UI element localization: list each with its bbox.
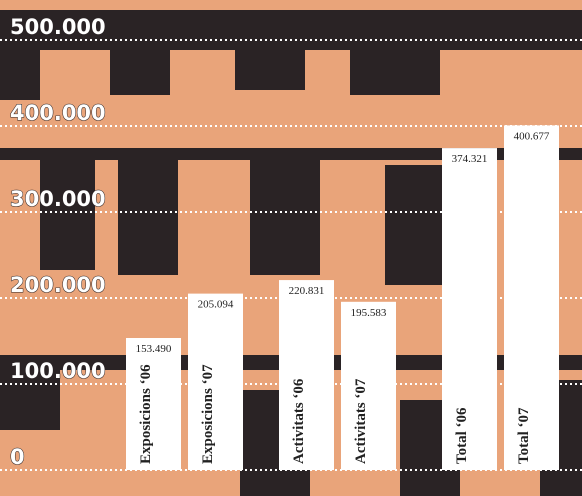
bar: [188, 293, 243, 470]
bar: [279, 280, 334, 470]
value-label: 195.583: [351, 307, 387, 319]
y-tick-label: 300.000: [10, 187, 106, 211]
bar: [442, 148, 497, 471]
y-tick-label: 200.000: [10, 273, 106, 297]
y-tick-label: 500.000: [10, 15, 106, 39]
category-label: Total ‘06: [454, 407, 470, 464]
value-label: 400.677: [514, 130, 550, 142]
category-label: Exposicions ‘07: [200, 364, 216, 464]
y-tick-label: 0: [10, 445, 25, 469]
value-label: 205.094: [198, 299, 234, 311]
y-tick-label: 400.000: [10, 101, 106, 125]
value-label: 374.321: [452, 153, 488, 165]
bar: [504, 125, 559, 470]
value-label: 153.490: [136, 343, 172, 355]
category-label: Total ‘07: [516, 407, 532, 464]
y-tick-label: 100.000: [10, 359, 106, 383]
category-label: Exposicions ‘06: [138, 364, 154, 464]
bar: [341, 301, 396, 470]
bar: [126, 337, 181, 470]
category-label: Activitats ‘07: [353, 378, 369, 464]
value-label: 220.831: [289, 285, 325, 297]
category-label: Activitats ‘06: [291, 378, 307, 464]
